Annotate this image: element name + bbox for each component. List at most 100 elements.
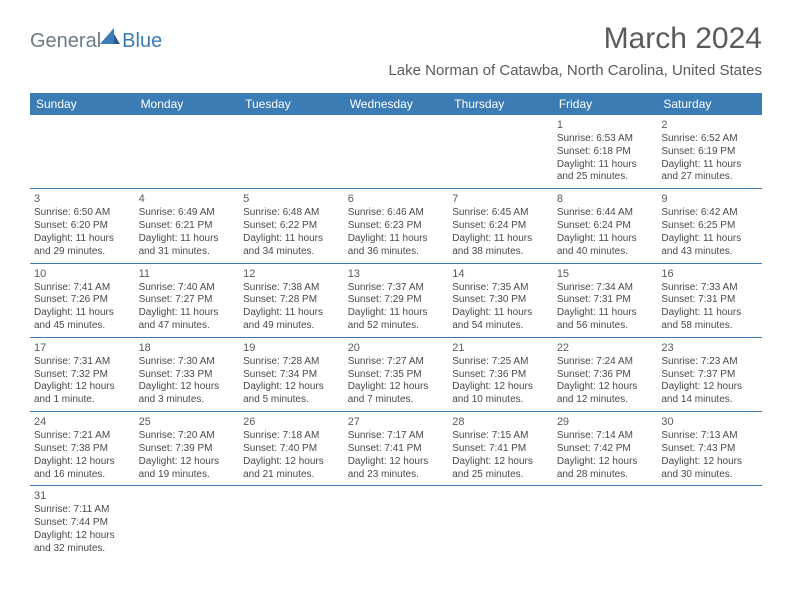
sunset-text: Sunset: 7:41 PM (348, 443, 445, 456)
day-number: 27 (348, 415, 445, 429)
sunrise-text: Sunrise: 6:42 AM (661, 207, 758, 220)
daylight-text: Daylight: 12 hours and 3 minutes. (139, 381, 236, 407)
calendar-cell: 11Sunrise: 7:40 AMSunset: 7:27 PMDayligh… (135, 263, 240, 337)
daylight-text: Daylight: 12 hours and 32 minutes. (34, 530, 131, 556)
calendar-cell: 27Sunrise: 7:17 AMSunset: 7:41 PMDayligh… (344, 412, 449, 486)
sunset-text: Sunset: 7:32 PM (34, 369, 131, 382)
sunset-text: Sunset: 7:37 PM (661, 369, 758, 382)
day-number: 9 (661, 192, 758, 206)
calendar-cell: 22Sunrise: 7:24 AMSunset: 7:36 PMDayligh… (553, 337, 658, 411)
day-number: 6 (348, 192, 445, 206)
calendar-cell: 12Sunrise: 7:38 AMSunset: 7:28 PMDayligh… (239, 263, 344, 337)
sunrise-text: Sunrise: 7:33 AM (661, 282, 758, 295)
day-number: 26 (243, 415, 340, 429)
day-number: 21 (452, 341, 549, 355)
day-number: 31 (34, 489, 131, 503)
sunrise-text: Sunrise: 7:11 AM (34, 504, 131, 517)
day-number: 13 (348, 267, 445, 281)
sunset-text: Sunset: 7:36 PM (452, 369, 549, 382)
calendar-cell: 20Sunrise: 7:27 AMSunset: 7:35 PMDayligh… (344, 337, 449, 411)
calendar-cell (239, 115, 344, 189)
calendar-cell: 16Sunrise: 7:33 AMSunset: 7:31 PMDayligh… (657, 263, 762, 337)
calendar-cell (239, 486, 344, 560)
calendar-cell (553, 486, 658, 560)
calendar-cell (448, 486, 553, 560)
sunrise-text: Sunrise: 6:46 AM (348, 207, 445, 220)
day-number: 10 (34, 267, 131, 281)
calendar-cell: 6Sunrise: 6:46 AMSunset: 6:23 PMDaylight… (344, 189, 449, 263)
calendar-cell: 7Sunrise: 6:45 AMSunset: 6:24 PMDaylight… (448, 189, 553, 263)
sunrise-text: Sunrise: 7:27 AM (348, 356, 445, 369)
sunset-text: Sunset: 7:42 PM (557, 443, 654, 456)
daylight-text: Daylight: 11 hours and 43 minutes. (661, 233, 758, 259)
sunset-text: Sunset: 7:27 PM (139, 294, 236, 307)
day-number: 5 (243, 192, 340, 206)
daylight-text: Daylight: 11 hours and 47 minutes. (139, 307, 236, 333)
sunset-text: Sunset: 7:40 PM (243, 443, 340, 456)
calendar-cell (344, 486, 449, 560)
calendar-cell: 21Sunrise: 7:25 AMSunset: 7:36 PMDayligh… (448, 337, 553, 411)
daylight-text: Daylight: 12 hours and 19 minutes. (139, 456, 236, 482)
calendar-cell: 14Sunrise: 7:35 AMSunset: 7:30 PMDayligh… (448, 263, 553, 337)
logo: General Blue (30, 30, 162, 53)
calendar-cell: 30Sunrise: 7:13 AMSunset: 7:43 PMDayligh… (657, 412, 762, 486)
sunrise-text: Sunrise: 6:44 AM (557, 207, 654, 220)
daylight-text: Daylight: 12 hours and 5 minutes. (243, 381, 340, 407)
sunrise-text: Sunrise: 7:20 AM (139, 430, 236, 443)
sunrise-text: Sunrise: 7:31 AM (34, 356, 131, 369)
day-number: 22 (557, 341, 654, 355)
calendar-cell: 23Sunrise: 7:23 AMSunset: 7:37 PMDayligh… (657, 337, 762, 411)
calendar-cell: 13Sunrise: 7:37 AMSunset: 7:29 PMDayligh… (344, 263, 449, 337)
sunrise-text: Sunrise: 7:23 AM (661, 356, 758, 369)
calendar-cell: 2Sunrise: 6:52 AMSunset: 6:19 PMDaylight… (657, 115, 762, 189)
sunset-text: Sunset: 7:26 PM (34, 294, 131, 307)
calendar-cell (657, 486, 762, 560)
day-number: 3 (34, 192, 131, 206)
daylight-text: Daylight: 12 hours and 30 minutes. (661, 456, 758, 482)
sunrise-text: Sunrise: 6:50 AM (34, 207, 131, 220)
day-header: Monday (135, 93, 240, 115)
sunset-text: Sunset: 7:41 PM (452, 443, 549, 456)
daylight-text: Daylight: 12 hours and 28 minutes. (557, 456, 654, 482)
day-number: 4 (139, 192, 236, 206)
daylight-text: Daylight: 12 hours and 16 minutes. (34, 456, 131, 482)
day-number: 2 (661, 118, 758, 132)
day-number: 16 (661, 267, 758, 281)
sunset-text: Sunset: 7:29 PM (348, 294, 445, 307)
daylight-text: Daylight: 11 hours and 49 minutes. (243, 307, 340, 333)
daylight-text: Daylight: 12 hours and 23 minutes. (348, 456, 445, 482)
calendar-cell: 8Sunrise: 6:44 AMSunset: 6:24 PMDaylight… (553, 189, 658, 263)
calendar-head: SundayMondayTuesdayWednesdayThursdayFrid… (30, 93, 762, 115)
sunset-text: Sunset: 6:19 PM (661, 146, 758, 159)
daylight-text: Daylight: 11 hours and 38 minutes. (452, 233, 549, 259)
day-number: 7 (452, 192, 549, 206)
sunrise-text: Sunrise: 6:48 AM (243, 207, 340, 220)
day-header: Tuesday (239, 93, 344, 115)
day-header: Thursday (448, 93, 553, 115)
calendar-cell (30, 115, 135, 189)
daylight-text: Daylight: 12 hours and 7 minutes. (348, 381, 445, 407)
daylight-text: Daylight: 11 hours and 29 minutes. (34, 233, 131, 259)
sunrise-text: Sunrise: 7:14 AM (557, 430, 654, 443)
calendar-cell: 31Sunrise: 7:11 AMSunset: 7:44 PMDayligh… (30, 486, 135, 560)
daylight-text: Daylight: 12 hours and 1 minute. (34, 381, 131, 407)
sunrise-text: Sunrise: 7:41 AM (34, 282, 131, 295)
calendar-cell: 4Sunrise: 6:49 AMSunset: 6:21 PMDaylight… (135, 189, 240, 263)
calendar-cell: 29Sunrise: 7:14 AMSunset: 7:42 PMDayligh… (553, 412, 658, 486)
day-number: 23 (661, 341, 758, 355)
sunset-text: Sunset: 7:44 PM (34, 517, 131, 530)
daylight-text: Daylight: 11 hours and 36 minutes. (348, 233, 445, 259)
calendar-body: 1Sunrise: 6:53 AMSunset: 6:18 PMDaylight… (30, 115, 762, 560)
sunset-text: Sunset: 6:20 PM (34, 220, 131, 233)
calendar-cell: 15Sunrise: 7:34 AMSunset: 7:31 PMDayligh… (553, 263, 658, 337)
calendar-cell: 17Sunrise: 7:31 AMSunset: 7:32 PMDayligh… (30, 337, 135, 411)
sunrise-text: Sunrise: 7:35 AM (452, 282, 549, 295)
month-title: March 2024 (388, 22, 762, 56)
sunset-text: Sunset: 7:43 PM (661, 443, 758, 456)
sunset-text: Sunset: 7:38 PM (34, 443, 131, 456)
title-block: March 2024 Lake Norman of Catawba, North… (388, 22, 762, 79)
day-header: Wednesday (344, 93, 449, 115)
calendar-cell (344, 115, 449, 189)
daylight-text: Daylight: 11 hours and 34 minutes. (243, 233, 340, 259)
day-number: 28 (452, 415, 549, 429)
